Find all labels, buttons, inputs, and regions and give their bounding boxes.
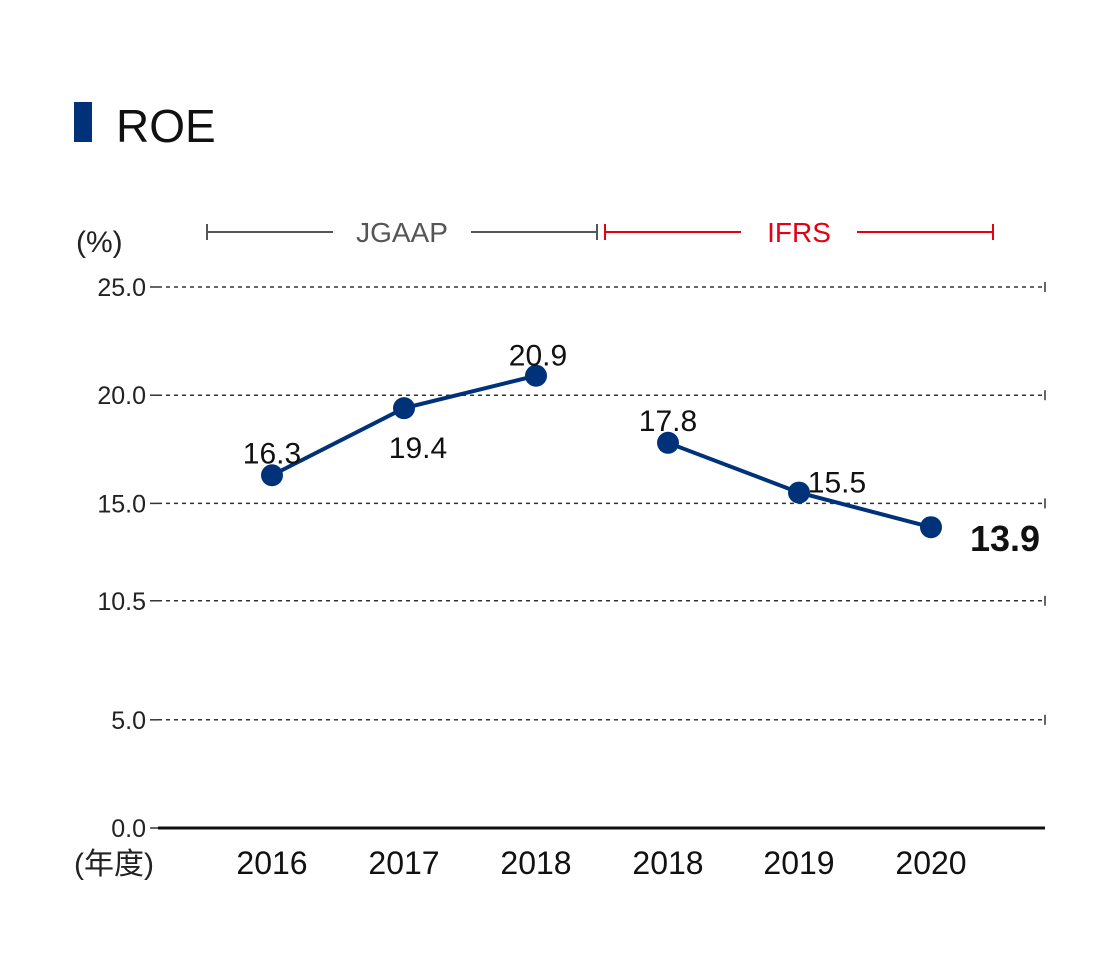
data-point xyxy=(788,481,810,504)
x-tick-label: 2018 xyxy=(500,845,571,881)
data-point xyxy=(657,431,679,454)
x-tick-label: 2020 xyxy=(895,845,966,881)
data-point xyxy=(261,464,283,487)
y-tick-label: 0.0 xyxy=(111,815,146,843)
gridlines xyxy=(158,282,1046,725)
x-tick-label: 2019 xyxy=(763,845,834,881)
accounting-standard-brackets: JGAAP IFRS xyxy=(206,217,994,248)
x-tick-label: 2016 xyxy=(236,845,307,881)
axes: 0.0 5.0 10.5 15.0 20.0 25.0 2016 2017 2018 2018 20… xyxy=(97,274,1045,881)
data-label: 20.9 xyxy=(509,340,567,373)
chart-title: ROE xyxy=(116,100,216,152)
y-tick-label: 5.0 xyxy=(111,707,146,735)
standard-label: IFRS xyxy=(767,217,831,248)
data-label: 15.5 xyxy=(808,467,866,500)
data-series xyxy=(261,364,942,539)
data-label: 16.3 xyxy=(243,437,301,470)
data-point xyxy=(393,397,415,420)
y-tick-label: 20.0 xyxy=(97,382,146,410)
x-axis-unit-label: (年度) xyxy=(74,848,154,881)
standard-label: JGAAP xyxy=(356,217,448,248)
data-labels: 16.3 19.4 20.9 17.8 15.5 13.9 xyxy=(243,340,1040,559)
data-label: 19.4 xyxy=(389,432,447,465)
data-point xyxy=(525,364,547,387)
title-accent-bar xyxy=(74,102,92,142)
y-tick-label: 25.0 xyxy=(97,274,146,302)
y-tick-label: 10.5 xyxy=(97,588,146,616)
y-tick-label: 15.0 xyxy=(97,490,146,518)
data-label: 13.9 xyxy=(970,518,1040,559)
y-axis-unit-label: (%) xyxy=(76,226,123,259)
data-label: 17.8 xyxy=(639,405,697,438)
x-tick-label: 2018 xyxy=(632,845,703,881)
data-point xyxy=(920,516,942,539)
x-tick-label: 2017 xyxy=(368,845,439,881)
